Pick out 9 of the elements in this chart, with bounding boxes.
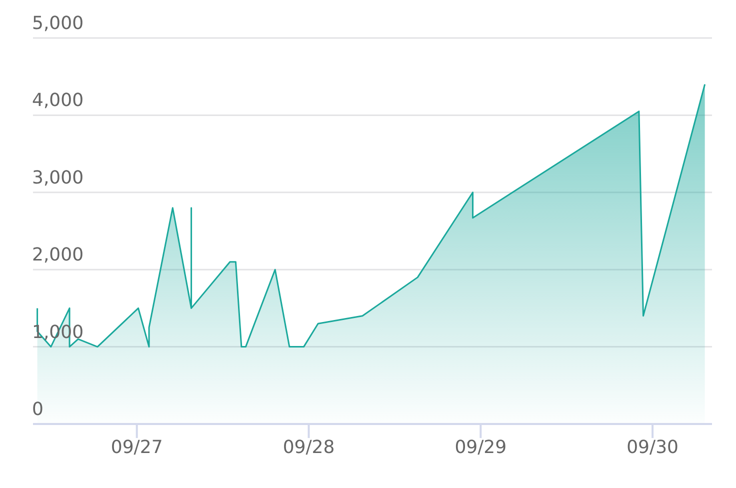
y-tick-label: 5,000 (32, 13, 84, 34)
x-tick-label: 09/30 (626, 436, 678, 458)
x-tick-label: 09/28 (282, 436, 335, 458)
y-tick-label: 0 (32, 399, 44, 420)
y-tick-label: 4,000 (32, 90, 84, 112)
y-tick-label: 2,000 (32, 244, 84, 266)
x-tick-label: 09/29 (454, 436, 507, 458)
y-tick-label: 3,000 (32, 167, 84, 188)
x-tick-label: 09/27 (110, 436, 163, 458)
